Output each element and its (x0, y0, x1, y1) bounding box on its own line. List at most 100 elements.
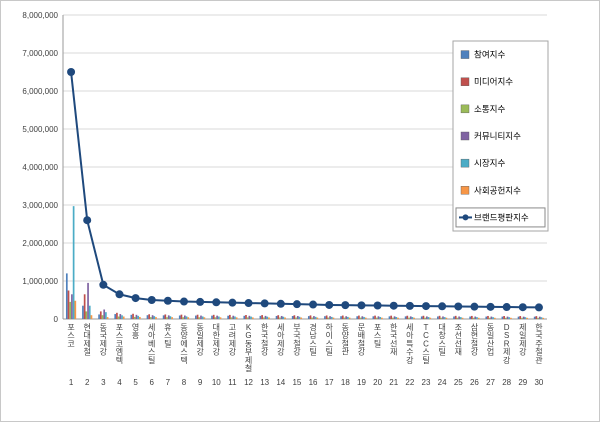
line-marker (470, 302, 479, 311)
bar-series-0 (437, 316, 439, 319)
bar-series-0 (227, 315, 229, 319)
line-marker (534, 303, 543, 312)
bar-series-1 (245, 315, 247, 319)
rank-label: 16 (309, 378, 318, 387)
bar-series-3 (393, 316, 396, 319)
bar-series-0 (146, 315, 149, 319)
bar-series-0 (82, 305, 84, 319)
line-marker (67, 68, 76, 76)
line-marker (131, 294, 140, 303)
bar-series-0 (162, 315, 165, 319)
bar-series-5 (397, 317, 399, 319)
bar-series-1 (293, 315, 296, 319)
line-marker (244, 299, 253, 308)
bar-series-0 (275, 315, 278, 319)
bar-series-2 (392, 317, 394, 319)
bar-series-1 (180, 314, 183, 319)
bar-series-3 (216, 315, 218, 319)
bar-series-4 (314, 316, 317, 319)
line-marker (292, 300, 301, 309)
bar-series-3 (490, 316, 493, 319)
rank-label: 1 (69, 378, 74, 387)
bar-series-0 (195, 315, 197, 319)
bar-series-5 (235, 317, 238, 319)
bar-series-5 (381, 317, 383, 319)
bar-series-0 (501, 316, 504, 319)
bar-series-3 (248, 315, 251, 319)
bar-series-4 (411, 317, 414, 319)
bar-series-5 (493, 317, 496, 319)
bar-series-5 (251, 317, 254, 319)
legend-label: 미디어지수 (474, 77, 513, 87)
legend-swatch (460, 77, 470, 86)
bar-series-2 (198, 317, 201, 319)
legend-label: 브랜드평판지수 (474, 212, 529, 222)
rank-label: 10 (212, 378, 221, 387)
bar-series-0 (307, 316, 310, 319)
line-marker (518, 303, 527, 312)
rank-label: 23 (422, 378, 431, 387)
bar-series-5 (203, 317, 206, 319)
bar-series-1 (83, 294, 86, 319)
bar-series-2 (408, 317, 410, 319)
bar-series-0 (372, 316, 375, 319)
line-marker (422, 302, 430, 311)
y-tick-label: 7,000,000 (22, 49, 58, 58)
legend-swatch (460, 158, 470, 168)
rank-label: 30 (534, 378, 543, 387)
line-marker (163, 296, 172, 305)
rank-label: 9 (198, 378, 203, 387)
line-marker (341, 301, 350, 310)
bar-series-1 (406, 315, 409, 319)
rank-label: 15 (292, 378, 301, 387)
bar-series-1 (454, 315, 457, 319)
y-tick-label: 2,000,000 (22, 239, 58, 248)
bar-series-2 (69, 301, 72, 319)
rank-label: 11 (228, 378, 237, 387)
bar-series-5 (413, 317, 415, 319)
bar-series-0 (130, 314, 133, 319)
bar-series-4 (234, 316, 236, 319)
bar-series-4 (217, 316, 220, 319)
bar-series-3 (167, 315, 170, 319)
bar-series-2 (440, 317, 443, 319)
bar-series-3 (151, 315, 154, 319)
bar-series-4 (201, 316, 204, 319)
y-tick-label: 0 (54, 315, 59, 324)
bar-series-4 (153, 316, 156, 319)
bar-series-2 (343, 317, 346, 319)
y-tick-label: 1,000,000 (22, 277, 58, 286)
bar-series-5 (364, 317, 367, 319)
line-marker (147, 296, 156, 304)
rank-label: 14 (276, 378, 285, 387)
bar-series-1 (519, 316, 522, 319)
bar-series-3 (377, 316, 380, 319)
bar-series-1 (503, 315, 505, 319)
rank-label: 6 (150, 378, 155, 387)
bar-series-4 (105, 312, 107, 319)
bar-series-5 (332, 317, 335, 319)
bar-series-0 (356, 316, 359, 319)
legend-label: 사회공헌지수 (474, 185, 521, 195)
bar-series-1 (116, 312, 118, 319)
bar-series-1 (164, 314, 167, 319)
bar-series-1 (309, 315, 312, 319)
y-tick-label: 4,000,000 (22, 163, 58, 172)
line-marker (309, 300, 318, 309)
bar-series-4 (185, 316, 188, 319)
line-marker (99, 280, 108, 289)
bar-series-3 (296, 316, 299, 319)
